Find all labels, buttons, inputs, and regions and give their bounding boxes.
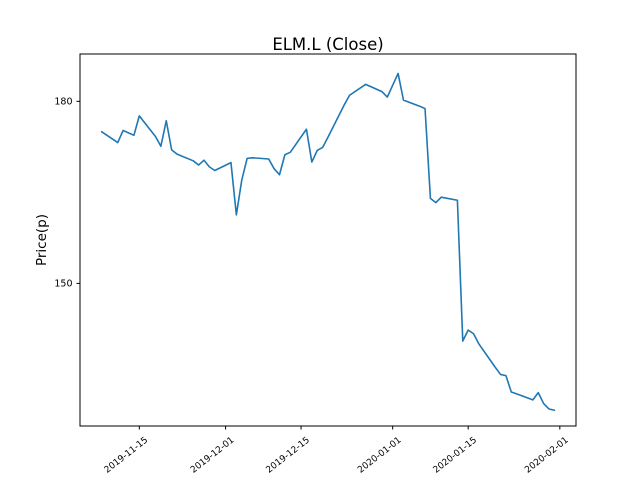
x-tick-label: 2019-12-15 [265, 435, 312, 475]
price-line [100, 72, 556, 412]
x-tick-label: 2020-02-01 [523, 435, 570, 475]
y-tick-label: 180 [54, 97, 72, 108]
x-tick-label: 2020-01-15 [432, 435, 479, 475]
x-tick-label: 2020-01-01 [356, 435, 403, 475]
chart-title: ELM.L (Close) [272, 35, 383, 54]
y-axis-ticks: 150 180 [54, 97, 80, 290]
x-tick-label: 2019-12-01 [189, 435, 236, 475]
y-axis-label: Price(p) [34, 214, 50, 266]
x-axis-ticks: 2019-11-15 2019-12-01 2019-12-15 2020-01-01… [103, 426, 571, 476]
series-lines [100, 72, 556, 412]
x-tick-label: 2019-11-15 [103, 435, 150, 475]
plot-border [79, 53, 577, 427]
y-tick-label: 150 [54, 279, 72, 290]
